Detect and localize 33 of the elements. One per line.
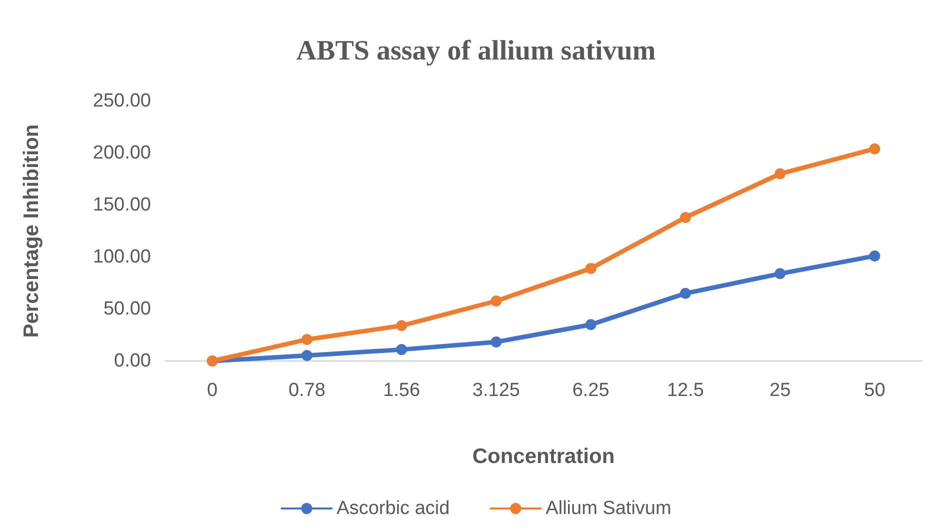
point [774, 168, 786, 180]
x-tick-label: 0 [207, 380, 218, 401]
y-tick-label: 250.00 [92, 90, 151, 112]
point [490, 336, 502, 348]
x-tick-label: 3.125 [472, 380, 520, 401]
point [490, 295, 502, 306]
point [585, 319, 596, 330]
y-tick-label: 200.00 [92, 142, 151, 164]
point [680, 288, 691, 299]
y-tick-label: 50.00 [103, 298, 151, 320]
legend-label: Ascorbic acid [336, 498, 450, 519]
y-tick-label: 0.00 [114, 350, 151, 372]
point [301, 334, 312, 345]
x-tick-label: 6.25 [572, 380, 610, 401]
x-tick-label: 12.5 [666, 380, 704, 401]
point [396, 320, 408, 332]
legend-label: Allium Sativum [546, 498, 672, 519]
point [301, 350, 312, 361]
point [585, 262, 596, 274]
point [869, 143, 880, 154]
chart-title: ABTS assay of allium sativum [296, 36, 656, 66]
x-tick-label: 50 [864, 380, 886, 401]
x-tick-label: 25 [769, 380, 791, 401]
y-tick-label: 150.00 [92, 194, 151, 216]
point [680, 212, 691, 223]
point [774, 268, 786, 280]
point [869, 250, 880, 262]
y-axis-title: Percentage Inhibition [20, 124, 43, 338]
x-tick-label: 1.56 [383, 380, 420, 401]
x-axis-title: Concentration [472, 445, 615, 468]
x-tick-label: 0.78 [288, 380, 326, 401]
point [396, 344, 408, 356]
y-tick-label: 100.00 [92, 246, 151, 268]
